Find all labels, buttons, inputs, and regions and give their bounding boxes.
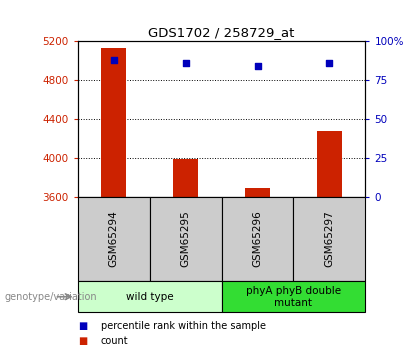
Point: [110, 57, 117, 63]
Point: [254, 63, 261, 69]
Point: [326, 60, 333, 66]
Bar: [78, 281, 222, 312]
Text: phyA phyB double
mutant: phyA phyB double mutant: [246, 286, 341, 307]
Text: count: count: [101, 336, 129, 345]
Bar: [101, 48, 126, 197]
Text: genotype/variation: genotype/variation: [4, 292, 97, 302]
Point: [182, 60, 189, 66]
Bar: [150, 197, 222, 281]
Bar: [294, 197, 365, 281]
Bar: [245, 188, 270, 197]
Bar: [222, 281, 365, 312]
Bar: [78, 197, 150, 281]
Bar: [173, 159, 198, 197]
Text: ■: ■: [78, 336, 87, 345]
Text: GSM65295: GSM65295: [181, 210, 191, 267]
Text: GSM65294: GSM65294: [109, 210, 119, 267]
Title: GDS1702 / 258729_at: GDS1702 / 258729_at: [148, 26, 295, 39]
Text: GSM65297: GSM65297: [324, 210, 334, 267]
Text: ■: ■: [78, 321, 87, 331]
Bar: [317, 131, 342, 197]
Text: GSM65296: GSM65296: [252, 210, 262, 267]
Bar: [222, 197, 294, 281]
Text: wild type: wild type: [126, 292, 173, 302]
Text: percentile rank within the sample: percentile rank within the sample: [101, 321, 266, 331]
